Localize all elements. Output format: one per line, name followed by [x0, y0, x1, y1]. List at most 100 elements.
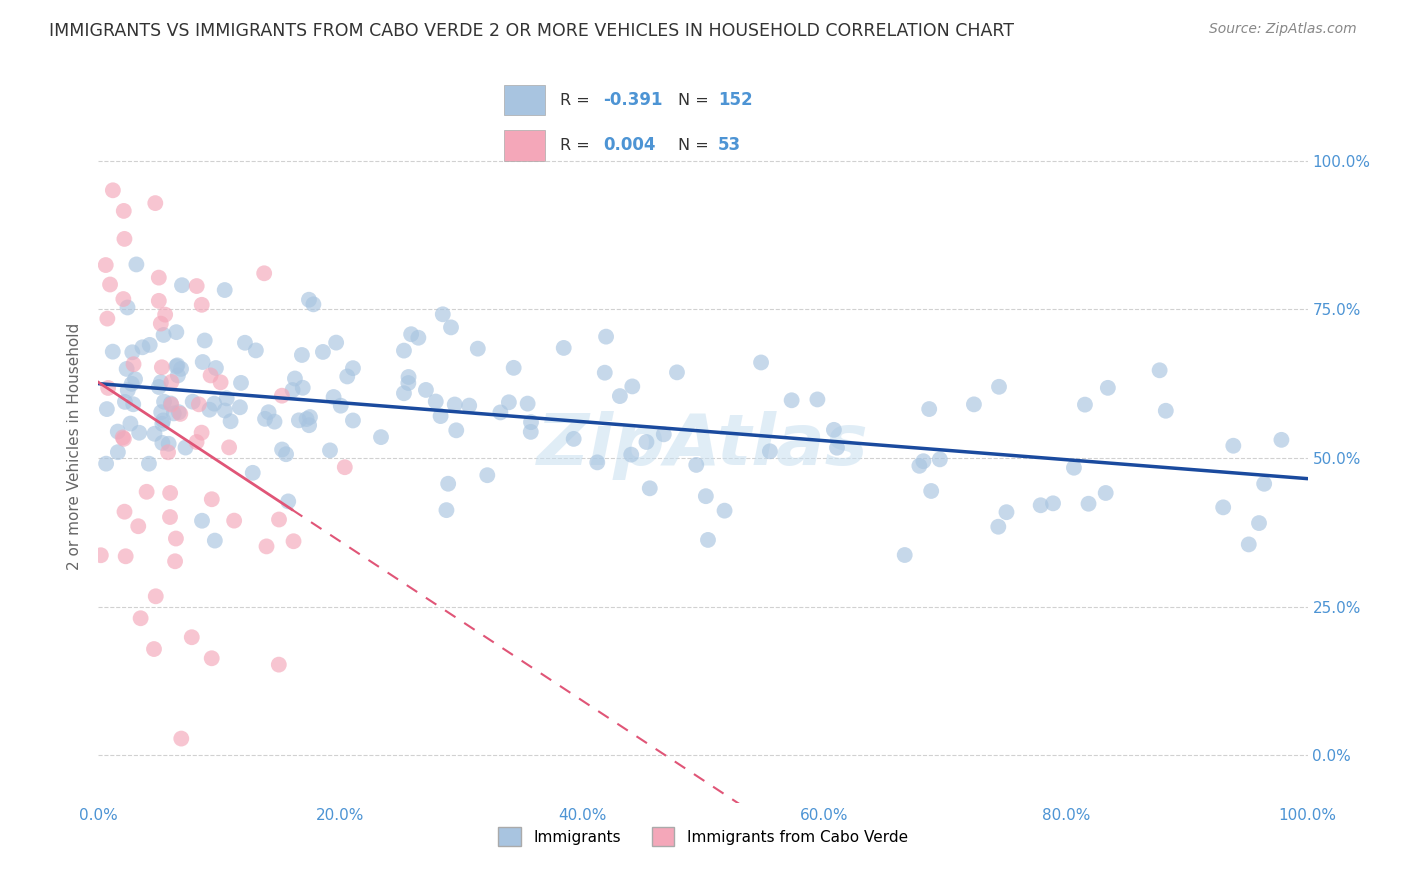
- Point: [233, 335, 256, 350]
- Point: [425, 394, 447, 409]
- Point: [322, 390, 344, 404]
- Point: [1077, 497, 1099, 511]
- Point: [370, 430, 392, 444]
- Point: [170, 278, 193, 293]
- Point: [329, 399, 352, 413]
- Point: [928, 452, 950, 467]
- Point: [111, 430, 134, 444]
- Point: [256, 540, 278, 554]
- Point: [893, 548, 915, 562]
- Point: [96, 311, 118, 326]
- Point: [806, 392, 828, 407]
- Text: -0.391: -0.391: [603, 91, 664, 109]
- Point: [392, 343, 415, 358]
- Point: [295, 412, 318, 426]
- Point: [114, 549, 136, 564]
- Point: [166, 359, 188, 373]
- Text: R =: R =: [560, 93, 595, 108]
- Point: [153, 394, 176, 409]
- Point: [114, 395, 136, 409]
- Point: [440, 320, 463, 334]
- Point: [519, 425, 541, 439]
- Point: [148, 380, 170, 394]
- Point: [159, 510, 181, 524]
- Point: [638, 481, 661, 495]
- Text: 53: 53: [718, 136, 741, 154]
- Point: [214, 283, 236, 297]
- Point: [157, 436, 180, 450]
- Point: [117, 301, 139, 315]
- Point: [201, 492, 224, 507]
- Text: 0.004: 0.004: [603, 136, 657, 154]
- Point: [165, 325, 187, 339]
- Point: [988, 380, 1011, 394]
- Point: [159, 486, 181, 500]
- Point: [780, 393, 803, 408]
- Point: [429, 409, 451, 423]
- Text: ZipAtlas: ZipAtlas: [537, 411, 869, 481]
- Point: [190, 425, 212, 440]
- Point: [749, 355, 772, 369]
- Point: [117, 383, 139, 397]
- Y-axis label: 2 or more Vehicles in Household: 2 or more Vehicles in Household: [67, 322, 83, 570]
- Point: [209, 376, 232, 390]
- Point: [224, 514, 246, 528]
- Point: [713, 503, 735, 517]
- Text: N =: N =: [678, 137, 714, 153]
- Point: [160, 375, 183, 389]
- Point: [319, 443, 342, 458]
- Point: [191, 514, 214, 528]
- Point: [97, 381, 120, 395]
- Point: [150, 436, 173, 450]
- Point: [516, 396, 538, 410]
- Point: [1074, 398, 1097, 412]
- Point: [1247, 516, 1270, 530]
- Point: [963, 397, 986, 411]
- Text: R =: R =: [560, 137, 595, 153]
- Point: [160, 398, 183, 412]
- Point: [143, 196, 166, 211]
- Point: [167, 405, 190, 419]
- Point: [94, 258, 117, 272]
- Point: [458, 399, 481, 413]
- Point: [112, 292, 135, 306]
- Point: [214, 403, 236, 417]
- Point: [115, 362, 138, 376]
- Point: [170, 362, 193, 376]
- Point: [198, 402, 221, 417]
- Point: [398, 370, 420, 384]
- Point: [96, 402, 118, 417]
- Point: [312, 345, 335, 359]
- Point: [112, 432, 135, 446]
- Text: 152: 152: [718, 91, 752, 109]
- Point: [586, 455, 609, 469]
- Point: [242, 466, 264, 480]
- Point: [190, 298, 212, 312]
- Point: [1222, 439, 1244, 453]
- FancyBboxPatch shape: [505, 85, 544, 115]
- Point: [165, 532, 187, 546]
- Point: [271, 389, 294, 403]
- Point: [187, 397, 209, 411]
- Point: [399, 327, 422, 342]
- Point: [180, 630, 202, 644]
- Point: [121, 376, 143, 391]
- Point: [263, 415, 285, 429]
- Point: [204, 533, 226, 548]
- Point: [205, 361, 228, 376]
- Point: [167, 368, 190, 383]
- Point: [101, 344, 124, 359]
- Point: [446, 423, 468, 437]
- Point: [342, 361, 364, 376]
- Point: [201, 651, 224, 665]
- Point: [149, 376, 172, 390]
- Point: [150, 417, 173, 431]
- Point: [125, 257, 148, 271]
- Point: [219, 414, 242, 428]
- Point: [253, 266, 276, 280]
- Point: [169, 407, 191, 421]
- Point: [152, 413, 174, 427]
- Point: [127, 519, 149, 533]
- Point: [1097, 381, 1119, 395]
- Point: [918, 402, 941, 417]
